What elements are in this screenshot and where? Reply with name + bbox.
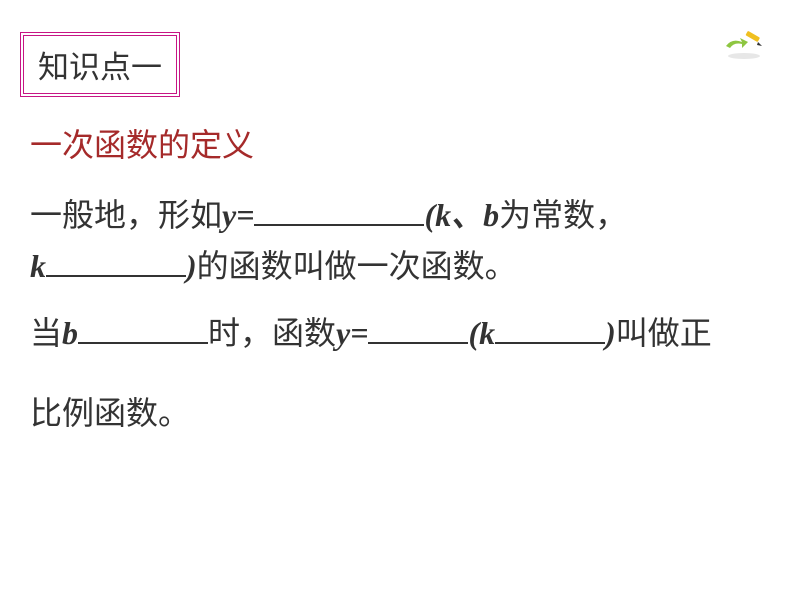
- section-title: 一次函数的定义: [30, 120, 254, 166]
- blank-4: [368, 312, 468, 344]
- formula-y: y=: [222, 197, 254, 233]
- blank-2: [46, 245, 186, 277]
- title-box: 知识点一: [20, 32, 180, 97]
- text-part: 为常数，: [499, 197, 627, 233]
- pencil-arrow-icon: [724, 28, 764, 60]
- content-block-3: 比例函数。: [30, 388, 190, 439]
- formula-k: k: [30, 248, 46, 284]
- blank-5: [495, 312, 605, 344]
- paren2: ): [605, 315, 616, 351]
- formula-b: b: [62, 315, 78, 351]
- text-part: 的函数叫做一次函数。: [197, 248, 517, 284]
- text-part: 叫做正: [616, 315, 712, 351]
- formula-y2: y=: [336, 315, 368, 351]
- paren: ): [186, 248, 197, 284]
- blank-1: [254, 194, 424, 226]
- content-block-2: 当b 时，函数y= (k)叫做正: [30, 308, 712, 359]
- text-part: 一般地，形如: [30, 197, 222, 233]
- text-part: 比例函数。: [30, 395, 190, 431]
- content-block-1: 一般地，形如y= (k、b为常数， k)的函数叫做一次函数。: [30, 190, 627, 292]
- text-part: 时，函数: [208, 315, 336, 351]
- title-text: 知识点一: [38, 50, 162, 85]
- formula-kb: (k、b: [424, 197, 499, 233]
- formula-k2: (k: [468, 315, 495, 351]
- blank-3: [78, 312, 208, 344]
- text-part: 当: [30, 315, 62, 351]
